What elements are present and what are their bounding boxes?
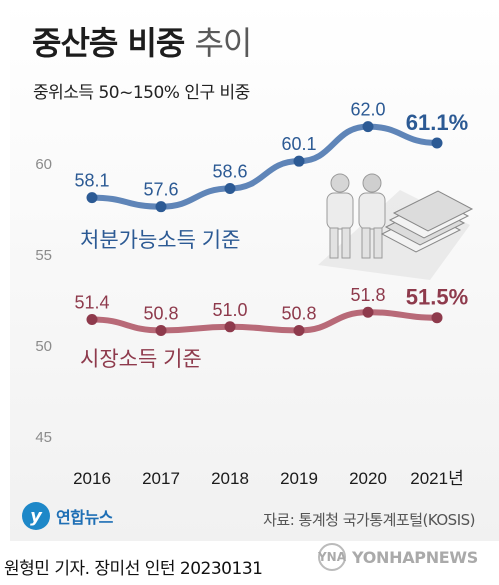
data-point bbox=[224, 321, 236, 333]
yonhap-logo: y 연합뉴스 bbox=[22, 502, 113, 530]
title-suffix: 추이 bbox=[194, 24, 252, 62]
logo-icon: y bbox=[22, 502, 50, 530]
money-stack-icon bbox=[392, 190, 474, 232]
logo-text: 연합뉴스 bbox=[56, 508, 113, 527]
y-tick-label: 50 bbox=[35, 338, 52, 355]
watermark: YNA YONHAPNEWS bbox=[318, 543, 478, 571]
data-point bbox=[431, 312, 443, 324]
data-point bbox=[293, 324, 305, 336]
data-point bbox=[362, 121, 374, 133]
data-label: 51.5% bbox=[406, 285, 468, 310]
person-figure-icon bbox=[358, 173, 386, 259]
person-body bbox=[326, 192, 354, 230]
people-money-illustration bbox=[318, 173, 474, 280]
x-tick-label: 2021년 bbox=[410, 469, 463, 488]
data-point bbox=[431, 137, 443, 149]
series-name-label: 시장소득 기준 bbox=[80, 348, 202, 371]
chart-title: 중산층 비중 추이 bbox=[32, 18, 252, 64]
watermark-logo-icon: YNA bbox=[318, 543, 346, 571]
data-point bbox=[362, 306, 374, 318]
person-leg bbox=[361, 227, 371, 259]
data-point bbox=[155, 201, 167, 213]
data-label: 61.1% bbox=[406, 110, 468, 135]
data-label: 50.8 bbox=[281, 303, 316, 323]
y-axis: 45 50 55 60 bbox=[35, 156, 52, 446]
person-leg bbox=[373, 227, 383, 259]
person-leg bbox=[341, 227, 351, 259]
data-point bbox=[224, 182, 236, 194]
x-tick-label: 2018 bbox=[211, 469, 249, 488]
person-head bbox=[330, 173, 350, 193]
data-label: 57.6 bbox=[143, 180, 178, 200]
data-point bbox=[293, 155, 305, 167]
x-tick-label: 2020 bbox=[349, 469, 387, 488]
chart-subtitle: 중위소득 50~150% 인구 비중 bbox=[33, 83, 250, 103]
person-body bbox=[358, 192, 386, 230]
data-label: 51.8 bbox=[350, 285, 385, 305]
person-leg bbox=[329, 227, 339, 259]
source-note: 자료: 통계청 국가통계포털(KOSIS) bbox=[263, 511, 475, 529]
data-point bbox=[155, 324, 167, 336]
data-label: 58.6 bbox=[212, 161, 247, 181]
data-label: 58.1 bbox=[74, 171, 109, 191]
x-tick-label: 2017 bbox=[142, 469, 180, 488]
title-main: 중산층 비중 bbox=[32, 24, 185, 62]
watermark-text: YONHAPNEWS bbox=[352, 547, 479, 567]
data-label: 51.0 bbox=[212, 300, 247, 320]
series-line bbox=[89, 309, 440, 334]
data-label: 51.4 bbox=[74, 293, 109, 313]
data-label: 50.8 bbox=[143, 303, 178, 323]
y-tick-label: 45 bbox=[35, 429, 52, 446]
x-axis: 2016 2017 2018 2019 2020 2021년 bbox=[73, 469, 464, 488]
data-label: 62.0 bbox=[350, 100, 385, 120]
y-tick-label: 60 bbox=[35, 156, 52, 173]
x-tick-label: 2019 bbox=[280, 469, 318, 488]
series-layer: 58.1 57.6 58.6 60.1 62.0 61.1% 처분가능소득 기준 51.4 50… bbox=[74, 100, 468, 371]
data-point bbox=[86, 314, 98, 326]
person-head bbox=[362, 173, 382, 193]
y-tick-label: 55 bbox=[35, 247, 52, 264]
byline: 원형민 기자. 장미선 인턴 20230131 bbox=[4, 559, 263, 579]
data-label: 60.1 bbox=[281, 134, 316, 154]
data-point bbox=[86, 192, 98, 204]
person-figure-icon bbox=[326, 173, 354, 259]
series-name-label: 처분가능소득 기준 bbox=[80, 229, 240, 252]
x-tick-label: 2016 bbox=[73, 469, 111, 488]
